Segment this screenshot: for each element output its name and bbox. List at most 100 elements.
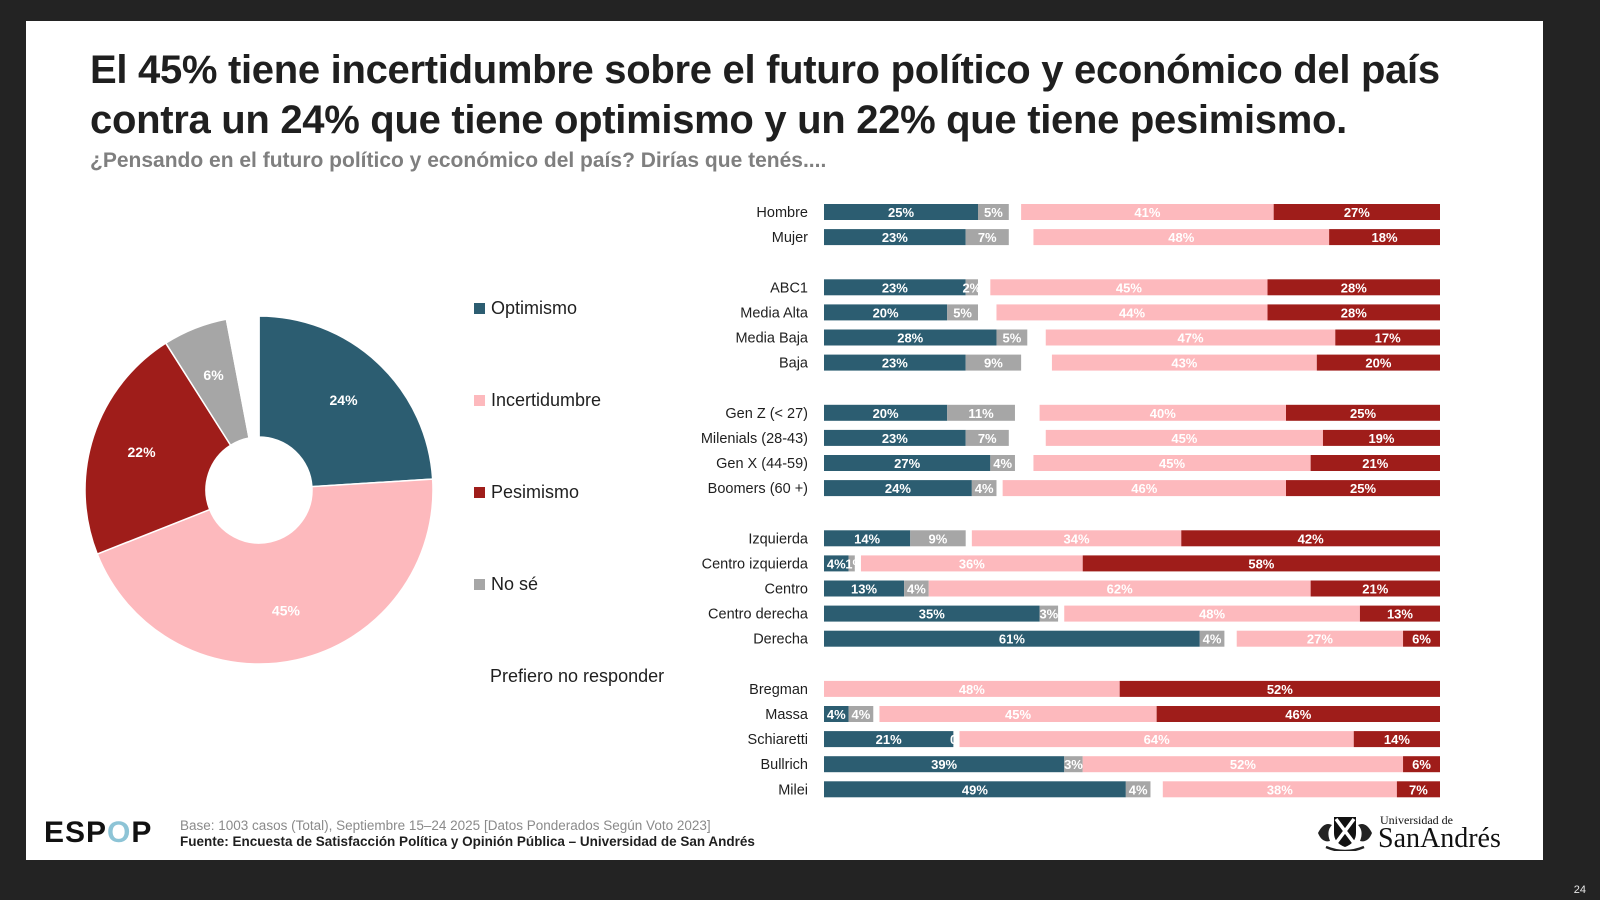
- bar-segment-optimismo: [824, 404, 948, 421]
- bar-segment-pesimismo: [1273, 204, 1440, 220]
- bar-row-centro-derecha: Centro derecha 35% 3% 48% 13%: [708, 605, 1440, 623]
- bar-segment-pesimismo: [1316, 354, 1440, 371]
- bar-label-pesimismo: 13%: [1387, 607, 1413, 622]
- bar-row-derecha: Derecha 61% 4% 27% 6%: [753, 630, 1440, 648]
- bar-label-pesimismo: 14%: [1384, 732, 1410, 747]
- bar-segment-optimismo: [824, 630, 1200, 647]
- bar-label-incertidumbre: 45%: [1171, 431, 1197, 446]
- bar-label-no-se: 7%: [978, 230, 997, 245]
- row-label: Derecha: [753, 632, 809, 648]
- slide-title: El 45% tiene incertidumbre sobre el futu…: [90, 45, 1530, 145]
- bar-label-optimismo: 20%: [873, 406, 899, 421]
- row-label: ABC1: [770, 280, 808, 296]
- bar-label-no-se: 4%: [1129, 782, 1148, 797]
- bar-label-pesimismo: 6%: [1412, 632, 1431, 647]
- bar-label-optimismo: 23%: [882, 356, 908, 371]
- bar-label-no-se: 2%: [962, 280, 981, 295]
- bar-row-mujer: Mujer 23% 7% 48% 18%: [772, 229, 1440, 246]
- bar-label-optimismo: 39%: [931, 757, 957, 772]
- bar-label-optimismo: 61%: [999, 632, 1025, 647]
- bar-segment-pesimismo: [1396, 781, 1440, 798]
- legend-item-optimismo: Optimismo: [474, 298, 577, 319]
- bar-label-pesimismo: 52%: [1267, 682, 1293, 697]
- donut-chart: 24% 45% 22% 6%: [84, 315, 434, 665]
- bar-row-gen-z-27: Gen Z (< 27) 20% 11% 40% 25%: [725, 404, 1440, 422]
- bar-label-incertidumbre: 34%: [1064, 531, 1090, 546]
- bar-segment-no-se: [848, 555, 855, 572]
- row-label: Milei: [778, 782, 808, 798]
- legend-label: Incertidumbre: [491, 390, 602, 410]
- bar-label-pesimismo: 25%: [1350, 481, 1376, 496]
- legend-item-no-se: No sé: [474, 574, 538, 595]
- bar-segment-no-se: [965, 279, 978, 296]
- legend-label: Optimismo: [491, 298, 578, 318]
- bar-segment-pesimismo: [1310, 580, 1440, 597]
- bar-segment-incertidumbre: [879, 706, 1157, 722]
- row-label: Centro izquierda: [702, 556, 809, 572]
- bar-label-incertidumbre: 48%: [959, 682, 985, 697]
- bar-segment-pesimismo: [1322, 429, 1440, 446]
- bar-label-incertidumbre: 27%: [1307, 632, 1333, 647]
- bar-segment-incertidumbre: [1162, 781, 1397, 798]
- bar-label-optimismo: 23%: [882, 230, 908, 245]
- chart-canvas: 24% 45% 22% 6% Hombre 25% 5% 41% 27% Mujer 23% 7% 4…: [84, 204, 1440, 798]
- bar-segment-optimismo: [824, 781, 1126, 798]
- bar-label-optimismo: 21%: [876, 732, 902, 747]
- bar-segment-optimismo: [824, 706, 849, 722]
- bar-segment-incertidumbre: [1045, 329, 1336, 346]
- bar-row-hombre: Hombre 25% 5% 41% 27%: [756, 204, 1440, 221]
- bar-label-pesimismo: 58%: [1248, 556, 1274, 571]
- bar-label-incertidumbre: 38%: [1267, 782, 1293, 797]
- bar-row-bregman: Bregman 48% 52%: [749, 680, 1440, 698]
- bar-segment-no-se: [947, 304, 978, 321]
- bar-label-pesimismo: 7%: [1409, 782, 1428, 797]
- bar-label-incertidumbre: 46%: [1131, 481, 1157, 496]
- row-label: Baja: [779, 356, 809, 372]
- bar-label-no-se: 5%: [984, 205, 1003, 220]
- bar-segment-pesimismo: [1403, 756, 1440, 773]
- bar-segment-optimismo: [824, 480, 972, 497]
- bar-label-pesimismo: 42%: [1298, 531, 1324, 546]
- legend-item-pesimismo: Pesimismo: [474, 482, 579, 503]
- bar-label-optimismo: 25%: [888, 205, 914, 220]
- donut-slice-prefiero-no-responder: [225, 315, 260, 439]
- bar-label-incertidumbre: 45%: [1159, 456, 1185, 471]
- university-logo: Universidad de SanAndrés: [1314, 811, 1534, 856]
- donut-label-optimismo: 24%: [330, 392, 359, 408]
- bar-label-pesimismo: 18%: [1372, 230, 1398, 245]
- bar-segment-incertidumbre: [1045, 429, 1323, 446]
- bar-label-incertidumbre: 64%: [1144, 732, 1170, 747]
- bar-segment-optimismo: [824, 731, 954, 748]
- bar-segment-incertidumbre: [860, 555, 1083, 572]
- title-line-2: contra un 24% que tiene optimismo y un 2…: [90, 98, 1347, 142]
- legend-swatch-pesimismo: [474, 487, 485, 498]
- bar-segment-incertidumbre: [1039, 404, 1286, 421]
- bar-label-optimismo: 20%: [873, 305, 899, 320]
- bar-row-milei: Milei 49% 4% 38% 7%: [778, 781, 1440, 798]
- row-label: Centro: [764, 582, 808, 598]
- bar-segment-optimismo: [824, 229, 966, 246]
- bar-segment-no-se: [996, 329, 1028, 346]
- legend-item-incertidumbre: Incertidumbre: [474, 390, 601, 411]
- bar-row-massa: Massa 4% 4% 45% 46%: [765, 706, 1440, 723]
- legend-swatch-optimismo: [474, 303, 485, 314]
- bar-row-boomers-60: Boomers (60 +) 24% 4% 46% 25%: [708, 480, 1440, 497]
- university-line-2: SanAndrés: [1378, 823, 1501, 854]
- bar-segment-pesimismo: [1286, 480, 1440, 497]
- legend-label: No sé: [491, 574, 539, 594]
- bar-row-baja: Baja 23% 9% 43% 20%: [779, 354, 1440, 372]
- bar-label-no-se: 1%: [845, 556, 864, 571]
- row-label: Massa: [765, 707, 809, 723]
- bar-label-optimismo: 35%: [919, 607, 945, 622]
- row-label: Boomers (60 +): [708, 481, 808, 497]
- base-note: Base: 1003 casos (Total), Septiembre 15–…: [180, 818, 711, 833]
- bar-label-no-se: 4%: [975, 481, 994, 496]
- bar-label-no-se: 7%: [978, 431, 997, 446]
- legend-label: Prefiero no responder: [490, 666, 665, 686]
- row-label: Gen X (44-59): [716, 456, 808, 472]
- row-label: Media Alta: [740, 305, 809, 321]
- bar-label-incertidumbre: 40%: [1150, 406, 1176, 421]
- bar-label-no-se: 3%: [1064, 757, 1083, 772]
- bar-label-incertidumbre: 41%: [1134, 205, 1160, 220]
- bar-label-no-se: 5%: [1002, 331, 1021, 346]
